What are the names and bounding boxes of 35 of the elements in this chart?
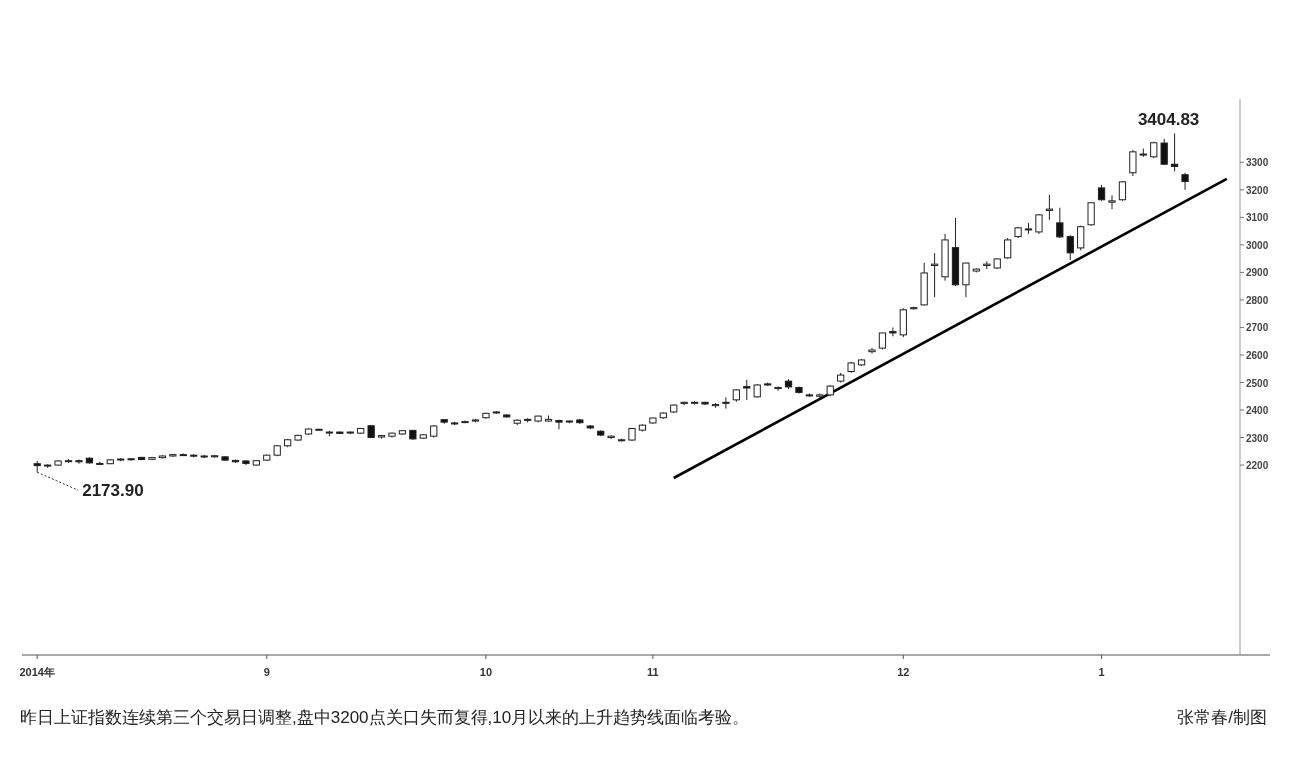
- x-tick-label: 11: [647, 666, 659, 678]
- x-tick-label: 9: [263, 666, 270, 678]
- candlestick: [743, 379, 751, 401]
- y-tick-label: 2600: [1246, 349, 1269, 361]
- candlestick: [1181, 172, 1189, 191]
- candlestick: [1160, 138, 1168, 166]
- candlestick: [930, 252, 939, 298]
- x-tick-label: 2014年: [19, 666, 55, 678]
- y-tick-label: 3000: [1246, 239, 1269, 251]
- candlestick: [1066, 234, 1074, 261]
- candlestick: [889, 326, 897, 337]
- text: 张常春/制图: [1177, 708, 1267, 727]
- y-tick-label: 3100: [1246, 212, 1269, 224]
- y-tick-label: 2400: [1246, 405, 1269, 417]
- text: 昨日上证指数连续第三个交易日调整,盘中3200点关口失而复得,10月以来的上升趋势线面临考验。: [20, 708, 750, 727]
- candlestick: [1056, 207, 1064, 239]
- y-tick-label: 2200: [1246, 460, 1269, 472]
- y-tick-label: 2300: [1246, 432, 1269, 444]
- candlestick: [722, 396, 730, 410]
- y-tick-label: 2500: [1246, 377, 1269, 389]
- candlestick: [555, 419, 563, 430]
- x-tick-label: 1: [1098, 666, 1105, 678]
- annotation: 2173.90: [82, 481, 144, 501]
- y-tick-label: 2700: [1246, 322, 1269, 334]
- x-tick-label: 10: [479, 666, 493, 678]
- y-tick-label: 2800: [1246, 294, 1269, 306]
- y-tick-label: 3300: [1246, 157, 1269, 169]
- candlestick: [1170, 132, 1179, 172]
- candlestick: [1108, 194, 1116, 210]
- candlestick: [962, 262, 970, 298]
- y-tick-label: 3200: [1246, 184, 1269, 196]
- x-tick-label: 12: [897, 666, 910, 678]
- y-tick-label: 2900: [1246, 267, 1269, 279]
- candlestick: [1045, 194, 1054, 221]
- annotation: 3404.83: [1137, 110, 1200, 130]
